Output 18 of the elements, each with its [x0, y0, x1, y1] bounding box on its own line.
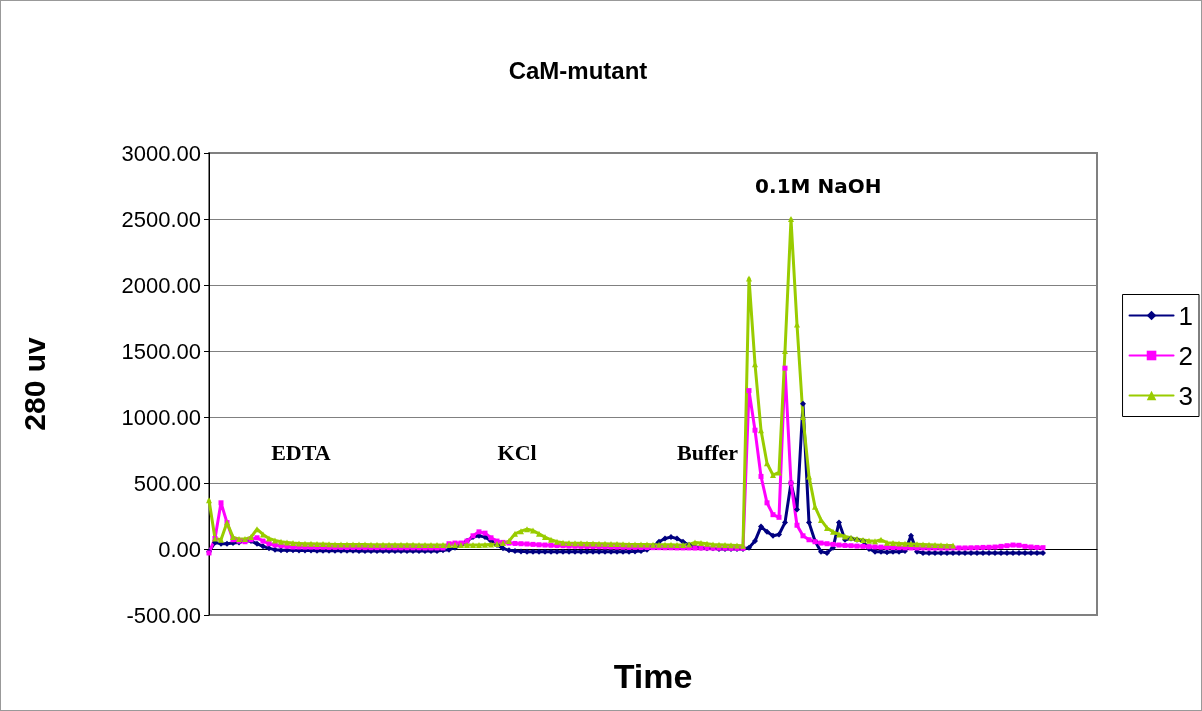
- legend-label: 1: [1178, 300, 1194, 331]
- y-tick-label: 500.00: [133, 470, 201, 496]
- annotation: 0.1M NaOH: [755, 174, 882, 198]
- chart-title: CaM-mutant: [508, 56, 648, 84]
- y-tick-label: 2500.00: [121, 206, 201, 232]
- y-tick-label: -500.00: [126, 602, 201, 628]
- y-tick-label: 1000.00: [121, 404, 201, 430]
- annotation: KCl: [497, 439, 537, 465]
- legend-label: 2: [1178, 340, 1194, 371]
- y-tick-label: 0.00: [158, 536, 201, 562]
- y-tick-label: 3000.00: [121, 140, 201, 166]
- y-axis-title: 280 uv: [17, 336, 51, 431]
- annotation: EDTA: [271, 439, 331, 465]
- annotation: Buffer: [676, 439, 739, 465]
- x-axis-title: Time: [613, 657, 693, 695]
- y-tick-label: 1500.00: [121, 338, 201, 364]
- y-tick-label: 2000.00: [121, 272, 201, 298]
- legend-label: 3: [1178, 380, 1194, 411]
